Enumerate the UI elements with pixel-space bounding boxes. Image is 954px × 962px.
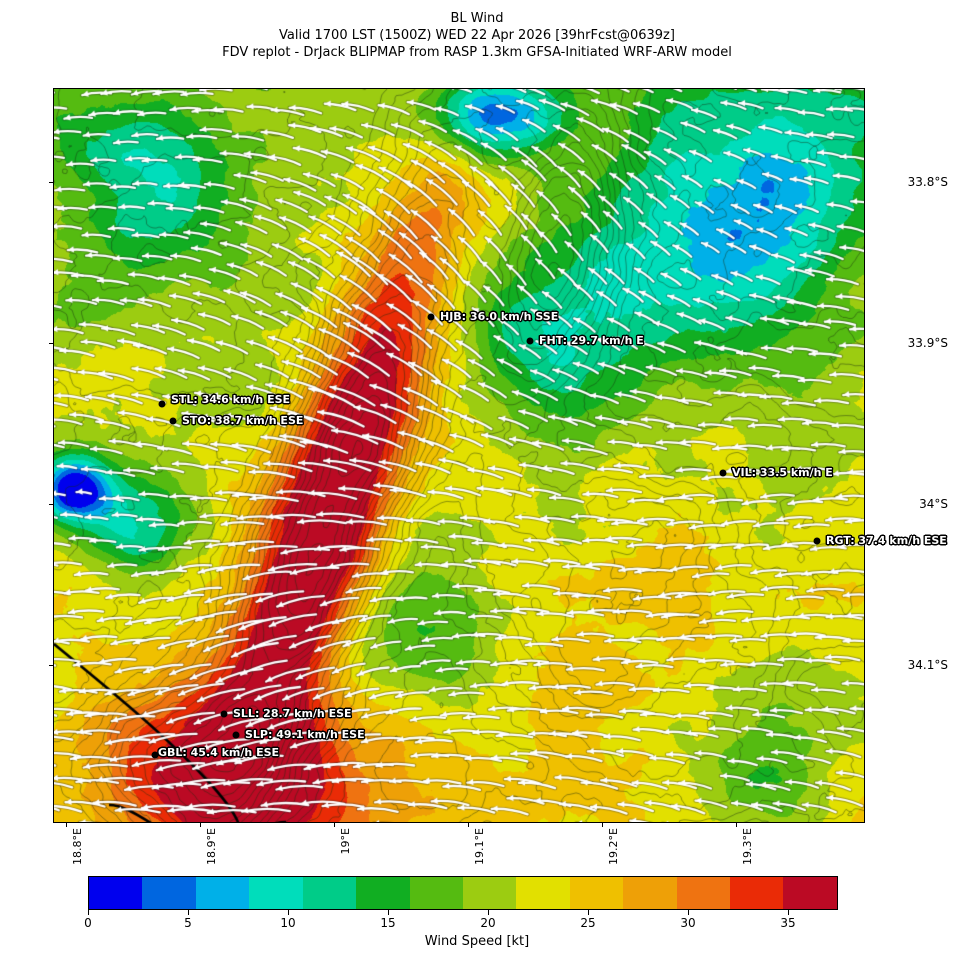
colorbar-tickmark-3 (388, 910, 389, 915)
colorbar-tick-label-2: 10 (280, 916, 296, 930)
wind-map-plot[interactable] (53, 88, 865, 823)
y-axis-tick-label-2: 34°S (919, 497, 948, 511)
station-marker-sll[interactable] (220, 710, 228, 718)
x-axis-tickmark-3 (468, 823, 469, 827)
colorbar-tick-label-6: 30 (680, 916, 696, 930)
x-axis-tickmark-5 (736, 823, 737, 827)
x-axis-tickmark-0 (66, 823, 67, 827)
y-axis-tickmark-2 (49, 504, 53, 505)
colorbar-band-11 (676, 877, 731, 909)
colorbar[interactable] (88, 876, 838, 910)
y-axis-tickmark-3 (49, 665, 53, 666)
colorbar-band-5 (356, 877, 410, 909)
station-marker-stl[interactable] (158, 400, 166, 408)
colorbar-band-3 (249, 877, 303, 909)
colorbar-tick-label-0: 0 (84, 916, 92, 930)
colorbar-gradient (88, 876, 838, 910)
colorbar-band-1 (142, 877, 196, 909)
x-axis-tickmark-4 (602, 823, 603, 827)
title-line-1: BL Wind (450, 11, 504, 26)
x-axis-tick-label-1: 18.9°E (205, 828, 218, 865)
station-marker-slp[interactable] (232, 731, 240, 739)
chart-title-block: BL Wind Valid 1700 LST (1500Z) WED 22 Ap… (0, 10, 954, 61)
x-axis-tick-label-3: 19.1°E (473, 828, 486, 865)
station-marker-gbl[interactable] (151, 751, 159, 759)
colorbar-tickmark-2 (288, 910, 289, 915)
colorbar-band-13 (783, 877, 837, 909)
colorbar-title: Wind Speed [kt] (424, 934, 530, 949)
wind-field-canvas (54, 89, 864, 822)
colorbar-band-6 (409, 877, 463, 909)
colorbar-band-0 (89, 877, 143, 909)
colorbar-tick-label-3: 15 (380, 916, 396, 930)
station-marker-rgt[interactable] (813, 537, 821, 545)
title-line-2: Valid 1700 LST (1500Z) WED 22 Apr 2026 [… (279, 28, 675, 43)
station-marker-fht[interactable] (526, 337, 534, 345)
colorbar-tick-label-1: 5 (184, 916, 192, 930)
station-marker-hjb[interactable] (427, 313, 435, 321)
y-axis-tickmark-1 (49, 343, 53, 344)
colorbar-band-10 (623, 877, 677, 909)
colorbar-band-12 (730, 877, 784, 909)
colorbar-band-9 (569, 877, 624, 909)
x-axis-tick-label-4: 19.2°E (607, 828, 620, 865)
station-marker-vil[interactable] (719, 469, 727, 477)
y-axis-tick-label-1: 33.9°S (907, 336, 948, 350)
colorbar-tickmark-0 (88, 910, 89, 915)
colorbar-tickmark-7 (788, 910, 789, 915)
colorbar-tick-label-4: 20 (480, 916, 496, 930)
colorbar-tickmark-4 (488, 910, 489, 915)
y-axis-tickmark-0 (49, 182, 53, 183)
colorbar-band-2 (195, 877, 250, 909)
colorbar-band-4 (302, 877, 357, 909)
colorbar-tick-label-7: 35 (780, 916, 796, 930)
title-line-3: FDV replot - DrJack BLIPMAP from RASP 1.… (222, 45, 732, 60)
colorbar-tick-label-5: 25 (580, 916, 596, 930)
x-axis-tick-label-5: 19.3°E (741, 828, 754, 865)
colorbar-band-7 (462, 877, 517, 909)
station-marker-sto[interactable] (169, 417, 177, 425)
x-axis-tick-label-2: 19°E (339, 828, 352, 855)
colorbar-band-8 (516, 877, 570, 909)
x-axis-tickmark-1 (200, 823, 201, 827)
y-axis-tick-label-3: 34.1°S (907, 658, 948, 672)
x-axis-tick-label-0: 18.8°E (71, 828, 84, 865)
colorbar-tickmark-1 (188, 910, 189, 915)
x-axis-tickmark-2 (334, 823, 335, 827)
colorbar-tickmark-5 (588, 910, 589, 915)
colorbar-tickmark-6 (688, 910, 689, 915)
y-axis-tick-label-0: 33.8°S (907, 175, 948, 189)
